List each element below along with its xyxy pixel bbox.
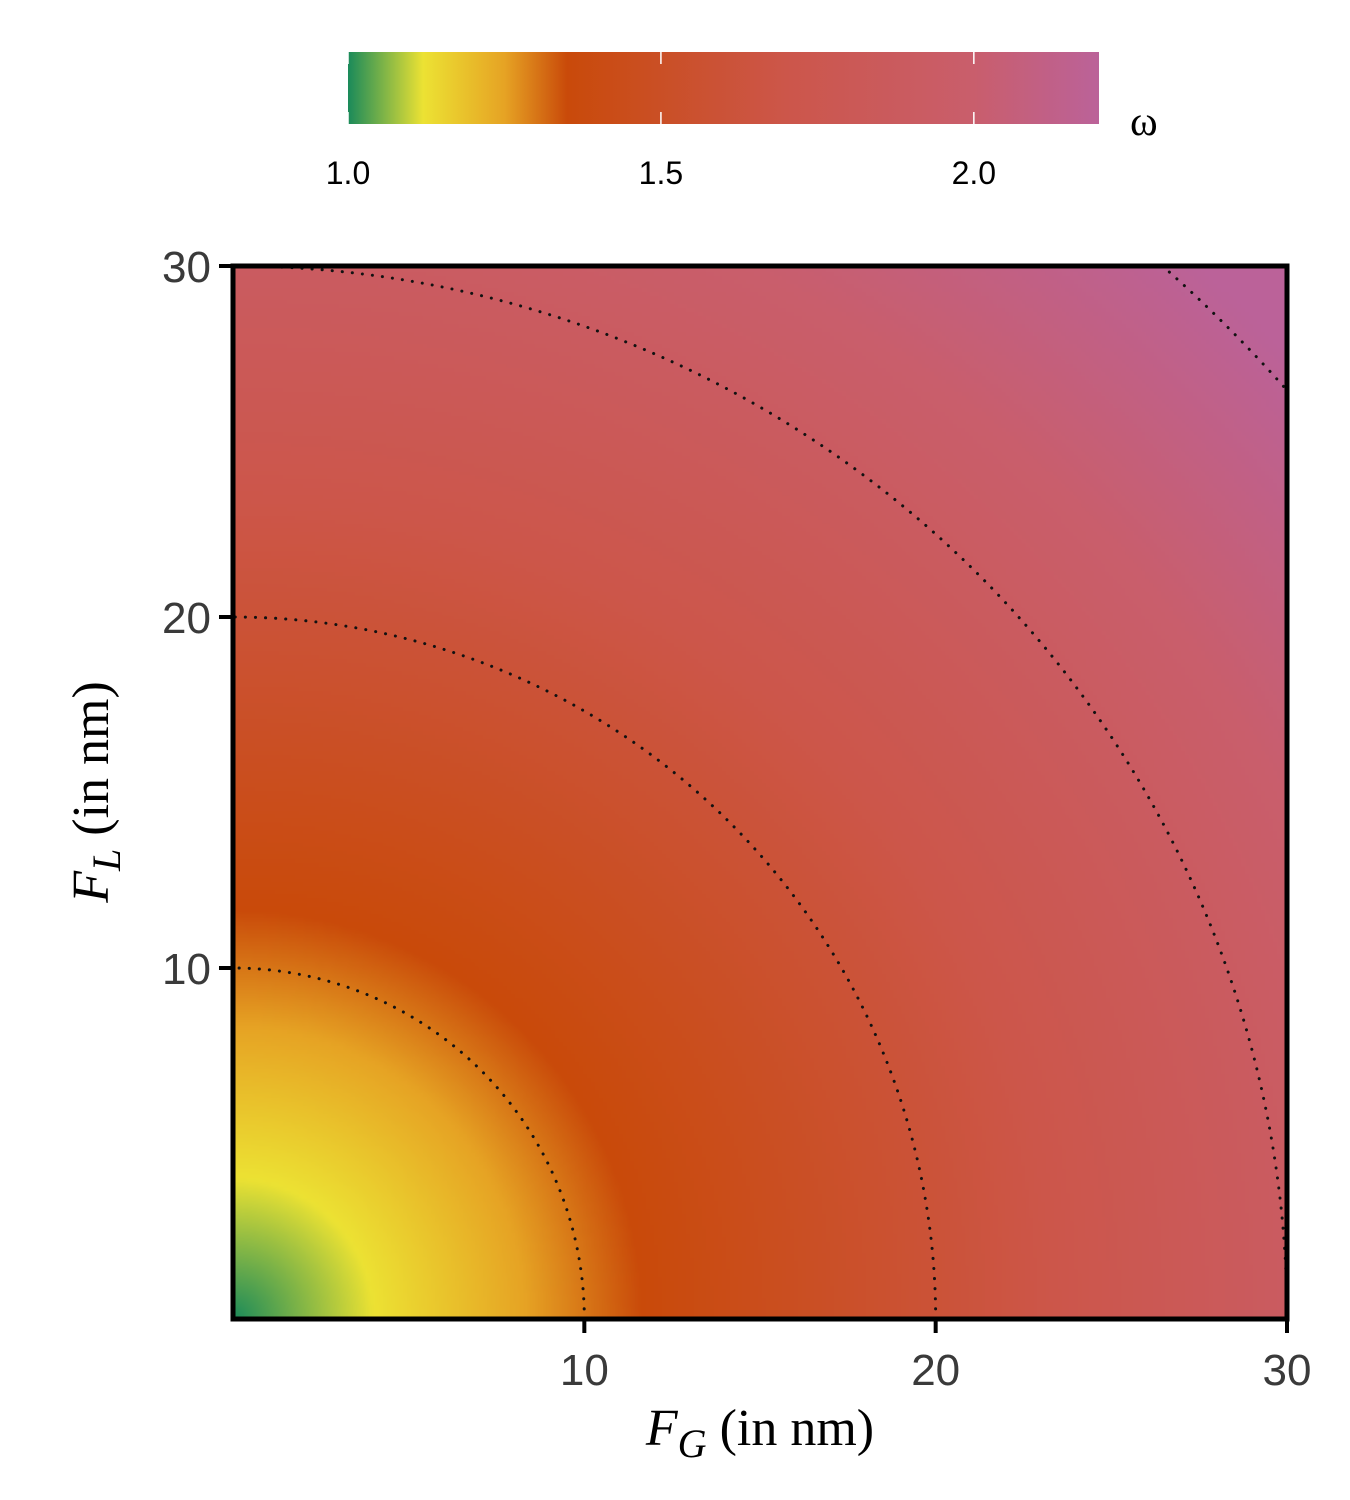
x-tick-label-2: 30 — [1263, 1346, 1312, 1395]
contour-lines — [233, 266, 1287, 1319]
colorbar-tick-label-1: 1.5 — [639, 155, 683, 191]
y-axis-sub: L — [84, 849, 129, 872]
x-axis-sub: G — [678, 1421, 707, 1466]
x-axis-title: FG (in nm) — [645, 1400, 874, 1466]
colorbar-tick-label-0: 1.0 — [326, 155, 370, 191]
y-axis-var: F — [63, 870, 120, 904]
x-axis-unit: (in nm) — [707, 1400, 875, 1457]
x-tick-label-0: 10 — [560, 1346, 609, 1395]
contour-line-0 — [233, 966, 586, 1319]
contour-line-2 — [233, 266, 1287, 1319]
colorbar-tick-label-2: 2.0 — [952, 155, 996, 191]
contour-line-1 — [233, 615, 938, 1319]
x-tick-label-1: 20 — [911, 1346, 960, 1395]
y-tick-label-2: 30 — [162, 243, 211, 292]
colorbar-bar — [348, 52, 1099, 124]
y-axis-title: FL (in nm) — [63, 681, 129, 904]
plot-area — [230, 263, 1290, 1322]
x-axis-var: F — [645, 1400, 679, 1457]
y-axis: 10 20 30 — [162, 243, 233, 994]
heatmap-surface — [233, 266, 1287, 1319]
colorbar-title: ω — [1130, 99, 1158, 145]
y-tick-label-0: 10 — [162, 945, 211, 994]
y-tick-label-1: 20 — [162, 594, 211, 643]
x-axis: 10 20 30 — [560, 1319, 1312, 1395]
colorbar: 1.0 1.5 2.0 ω — [326, 52, 1158, 191]
y-axis-unit: (in nm) — [63, 681, 120, 849]
plot-frame — [230, 263, 1290, 1322]
colorbar-ticks: 1.0 1.5 2.0 — [326, 52, 996, 191]
